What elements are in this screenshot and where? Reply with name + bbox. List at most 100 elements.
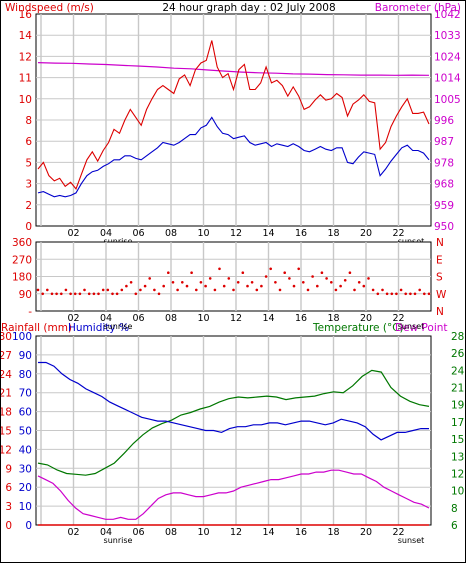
x-tick-label: 14: [262, 313, 274, 324]
direction-point: [399, 288, 403, 292]
direction-point: [236, 281, 240, 284]
direction-point: [306, 288, 310, 292]
direction-point: [139, 288, 142, 292]
wind-tick-label: 6: [25, 136, 32, 148]
temperature-line: [37, 369, 430, 476]
x-tick-label: 10: [197, 228, 209, 239]
barometer-axis-label: Barometer (hPa): [375, 2, 461, 14]
direction-point: [367, 277, 370, 280]
x-tick-label: 18: [327, 527, 339, 538]
barometer-tick-label: 959: [434, 200, 454, 212]
temperature-tick-label: 26: [451, 348, 465, 360]
sunrise-marker: sunrise: [104, 322, 133, 331]
humidity-tick-label: 0: [25, 520, 32, 532]
direction-point: [395, 292, 398, 296]
x-tick-label: 04: [100, 313, 112, 324]
x-tick-label: 18: [327, 228, 339, 239]
humidity-tick-label: 60: [19, 407, 32, 419]
temperature-tick-label: 19: [451, 400, 464, 412]
rainfall-tick-label: 21: [1, 388, 12, 400]
x-tick-label: 18: [327, 313, 339, 324]
x-tick-label: 20: [360, 313, 372, 324]
direction-point: [176, 288, 179, 292]
humidity-tick-label: 50: [19, 426, 32, 438]
direction-point: [260, 284, 263, 288]
x-tick-label: 12: [230, 313, 242, 324]
direction-point: [157, 292, 161, 296]
barometer-tick-label: 978: [434, 157, 454, 169]
temperature-tick-label: 21: [451, 383, 464, 395]
direction-tick-label: 90: [19, 289, 32, 301]
barometer-tick-label: 968: [434, 179, 454, 191]
humidity-tick-label: 40: [19, 444, 32, 456]
x-tick-label: 06: [132, 228, 144, 239]
humidity-tick-label: 70: [19, 388, 32, 400]
direction-point: [148, 277, 151, 280]
direction-tick-label: 270: [12, 254, 32, 266]
top-chart-title: 24 hour graph day : 02 July 2008: [162, 2, 335, 14]
direction-point: [404, 292, 408, 296]
direction-point: [78, 292, 82, 296]
direction-point: [87, 292, 91, 296]
wind-tick-label: 10: [19, 94, 32, 106]
direction-point: [92, 292, 96, 296]
rainfall-tick-label: 0: [5, 520, 12, 532]
wind-tick-label: 5: [25, 157, 32, 169]
direction-point: [288, 277, 291, 280]
temperature-tick-label: 24: [451, 365, 465, 377]
direction-point: [246, 284, 249, 288]
direction-point: [213, 288, 217, 292]
direction-point: [125, 284, 128, 288]
direction-tick-label: -: [28, 306, 32, 318]
humidity-tick-label: 10: [19, 501, 32, 513]
direction-point: [264, 275, 268, 278]
direction-point: [134, 292, 138, 296]
wind-tick-label: 14: [19, 30, 33, 42]
x-tick-label: 16: [295, 228, 307, 239]
humidity-line: [38, 361, 429, 441]
sunrise-marker: sunrise: [104, 536, 133, 545]
x-tick-label: 04: [100, 228, 112, 239]
x-tick-label: 22: [392, 313, 404, 324]
direction-point: [418, 288, 422, 292]
temperature-tick-label: 17: [451, 417, 464, 429]
barometer-tick-label: 1014: [434, 73, 461, 85]
direction-tick-label: 180: [12, 272, 32, 284]
humidity-tick-label: 80: [19, 369, 32, 381]
direction-point: [73, 292, 77, 296]
humidity-tick-label: 90: [19, 350, 32, 362]
compass-tick-label: N: [436, 237, 444, 249]
direction-point: [83, 288, 86, 292]
direction-point: [199, 281, 203, 284]
rainfall-tick-label: 27: [1, 350, 12, 362]
direction-point: [311, 275, 314, 278]
direction-point: [381, 288, 384, 292]
x-tick-label: 14: [262, 527, 274, 538]
direction-point: [204, 284, 207, 288]
direction-point: [269, 267, 273, 271]
wind-tick-label: 0: [25, 221, 32, 233]
wind-tick-label: 12: [19, 51, 32, 63]
humidity-axis-label: Humidity %: [68, 322, 129, 334]
direction-point: [376, 292, 380, 296]
direction-point: [250, 281, 254, 284]
x-tick-label: 16: [295, 527, 307, 538]
direction-point: [413, 292, 417, 296]
direction-point: [115, 292, 119, 296]
x-tick-label: 22: [392, 228, 404, 239]
barometer-tick-label: 1005: [434, 94, 461, 106]
rainfall-tick-label: 9: [5, 463, 12, 475]
direction-point: [55, 292, 58, 296]
direction-point: [50, 292, 54, 296]
compass-tick-label: E: [436, 254, 443, 266]
temperature-tick-label: 10: [451, 486, 464, 498]
direction-point: [69, 292, 72, 296]
x-tick-label: 14: [262, 228, 274, 239]
direction-point: [227, 277, 231, 280]
direction-point: [297, 267, 301, 271]
x-tick-label: 20: [360, 527, 372, 538]
direction-point: [111, 292, 114, 296]
direction-point: [255, 288, 259, 292]
temperature-tick-label: 28: [451, 331, 464, 343]
direction-point: [339, 284, 342, 288]
